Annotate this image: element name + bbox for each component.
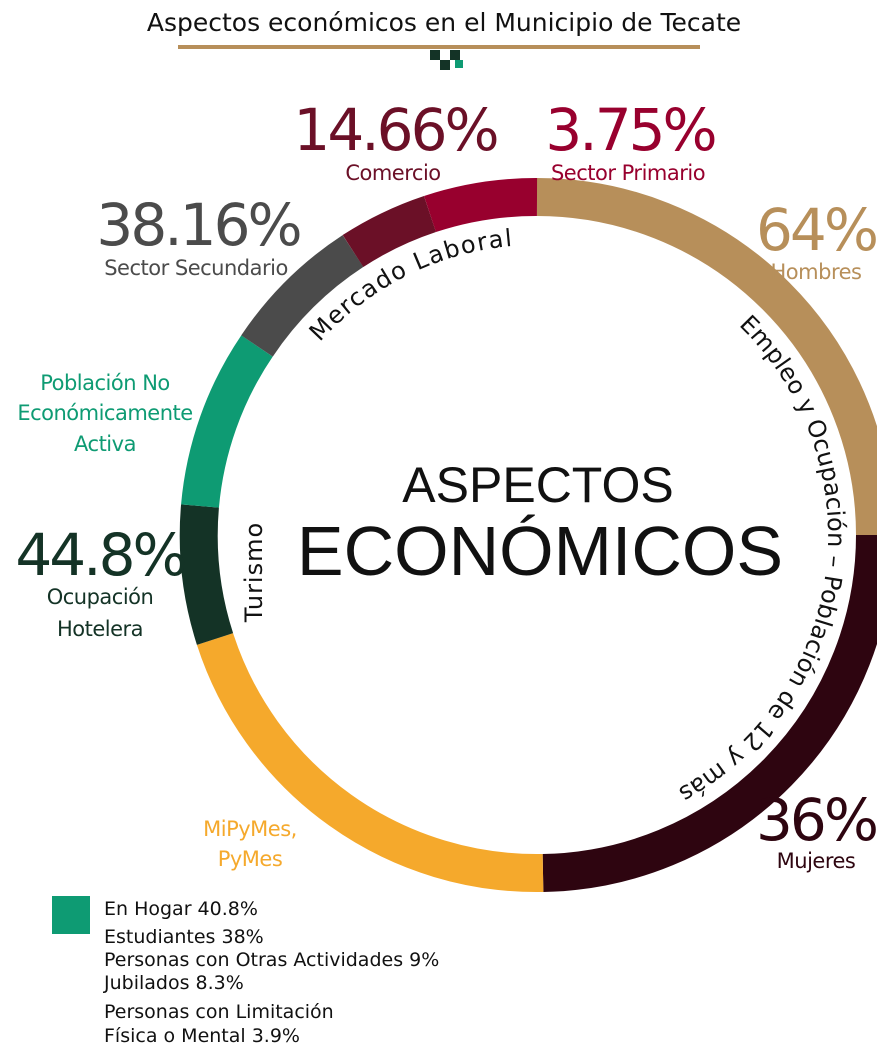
title: Aspectos económicos en el Municipio de T… [147,8,741,37]
title-rule [178,45,700,49]
ring-segment [196,633,544,893]
ring-label: Turismo [240,522,268,623]
label-caption: Económicamente [17,401,192,425]
legend-item: Jubilados 8.3% [103,972,244,994]
label-caption: Hotelera [57,617,143,641]
legend-item: Personas con Limitación [104,1001,334,1023]
label-value: 3.75% [545,96,714,164]
ring-segment [424,177,538,233]
label-caption: Mujeres [777,849,856,873]
ring-segment [342,195,437,268]
legend-swatch [52,896,90,934]
label-value: 38.16% [96,191,299,259]
legend-item: Personas con Otras Actividades 9% [104,949,439,971]
label-caption: Sector Primario [551,161,705,185]
label-value: 64% [756,196,876,264]
ring-segment [241,235,364,357]
ring-segment [536,178,877,536]
label-value: 14.66% [293,96,496,164]
label-caption: MiPyMes, [203,817,297,841]
label-caption: Población No [40,371,170,395]
label-value: 36% [756,786,876,854]
center-text: ECONÓMICOS [297,512,783,590]
label-value: 44.8% [15,521,184,589]
label-caption: Hombres [771,260,862,284]
ring-segment [179,504,234,645]
legend-item: Física o Mental 3.9% [104,1025,300,1047]
ring-segment [542,534,877,892]
legend-item: En Hogar 40.8% [104,898,258,920]
label-caption: PyMes [218,847,283,871]
label-caption: Activa [74,432,136,456]
legend-item: Estudiantes 38% [104,926,264,948]
ring-segment [181,335,273,508]
label-caption: Ocupación [47,585,154,609]
label-caption: Comercio [345,161,440,185]
title-ornament [430,50,463,70]
ring [179,177,877,893]
center-text: ASPECTOS [402,457,673,513]
label-caption: Sector Secundario [104,256,288,280]
